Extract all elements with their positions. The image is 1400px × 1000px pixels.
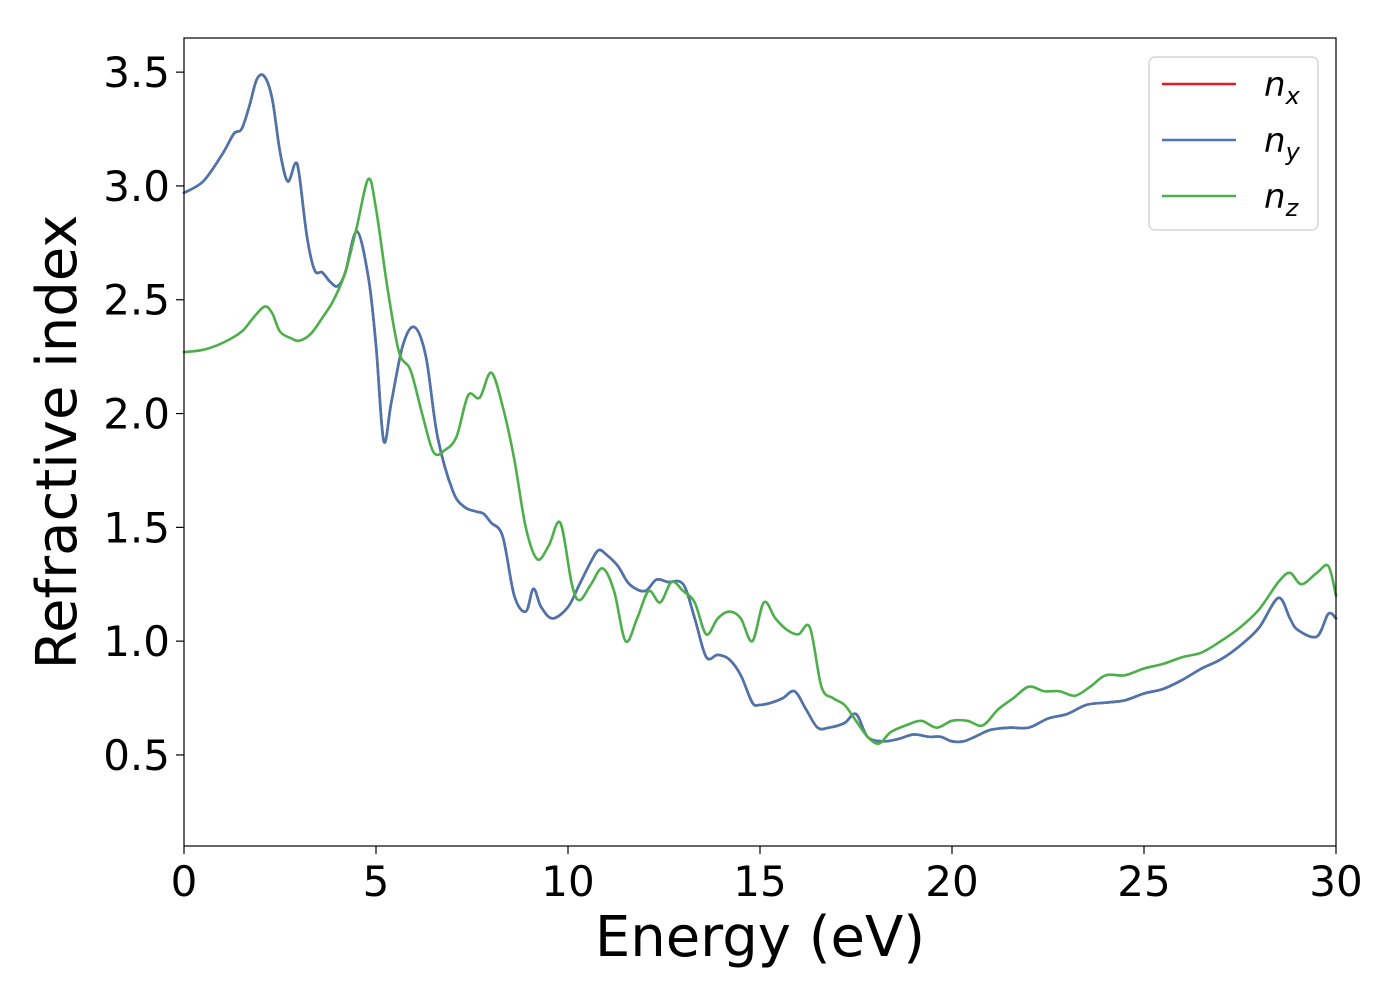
x-tick-label: 20 [925, 857, 978, 906]
y-axis-label: Refractive index [25, 215, 90, 670]
series-line-ny [182, 73, 1338, 744]
y-tick-label: 3.0 [103, 162, 170, 211]
y-tick-label: 3.5 [103, 48, 170, 97]
x-tick-label: 25 [1117, 857, 1170, 906]
series-line-nz [182, 177, 1338, 745]
legend-label-nx: nx [1264, 65, 1301, 110]
x-tick-label: 5 [363, 857, 390, 906]
series-layer [182, 73, 1338, 745]
x-tick-label: 30 [1309, 857, 1362, 906]
x-tick-label: 15 [733, 857, 786, 906]
y-tick-label: 1.5 [103, 503, 170, 552]
y-tick-label: 2.5 [103, 276, 170, 325]
legend: nx ny nz [1148, 56, 1319, 231]
legend-label-nz: nz [1264, 177, 1300, 222]
x-tick-label: 0 [171, 857, 198, 906]
x-tick-label: 10 [541, 857, 594, 906]
ticks-layer: 0 5 10 15 20 25 30 0.5 1.0 1.5 2.0 2.5 3.0 3.5 [103, 48, 1363, 906]
legend-box [1148, 56, 1319, 231]
legend-label-ny: ny [1264, 121, 1301, 166]
y-tick-label: 1.0 [103, 617, 170, 666]
x-axis-label: Energy (eV) [595, 905, 925, 970]
y-tick-label: 0.5 [103, 731, 170, 780]
y-tick-label: 2.0 [103, 390, 170, 439]
